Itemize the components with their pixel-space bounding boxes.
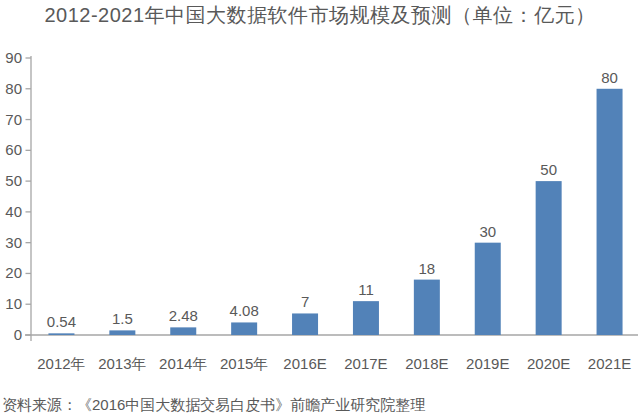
y-tick-label: 50 (5, 172, 22, 189)
bar-2019E (475, 243, 501, 335)
bar-2018E (414, 280, 440, 335)
bar-value-label: 1.5 (112, 310, 133, 327)
x-category-label: 2019E (466, 355, 509, 372)
bar-2020E (536, 181, 562, 335)
x-category-label: 2018E (405, 355, 448, 372)
bar-value-label: 0.54 (47, 313, 76, 330)
y-tick-label: 30 (5, 234, 22, 251)
y-tick-label: 10 (5, 295, 22, 312)
y-tick-label: 80 (5, 80, 22, 97)
x-category-label: 2012年 (37, 355, 85, 372)
bar-value-label: 4.08 (230, 302, 259, 319)
x-category-label: 2014年 (159, 355, 207, 372)
bar-value-label: 7 (301, 293, 309, 310)
bar-2021E (597, 89, 623, 335)
x-category-label: 2021E (588, 355, 631, 372)
bar-value-label: 80 (601, 69, 618, 86)
x-category-label: 2013年 (98, 355, 146, 372)
bar-chart: 0 10 20 30 40 50 60 70 80 90 0.54 2012年 1.5 2013年 2.48… (0, 0, 640, 420)
bar-2016E (292, 313, 318, 335)
bar-2013年 (109, 330, 135, 335)
y-tick-label: 70 (5, 111, 22, 128)
bar-value-label: 11 (358, 281, 374, 298)
source-note: 资料来源：《2016中国大数据交易白皮书》前瞻产业研究院整理 (2, 395, 638, 415)
bar-value-label: 18 (419, 260, 436, 277)
y-tick-label: 60 (5, 141, 22, 158)
bar-value-label: 30 (479, 223, 496, 240)
bar-2017E (353, 301, 379, 335)
y-tick-label: 20 (5, 264, 22, 281)
bar-value-label: 2.48 (169, 307, 198, 324)
chart-canvas: 2012-2021年中国大数据软件市场规模及预测（单位：亿元） 01020304… (0, 0, 640, 420)
y-tick-label: 40 (5, 203, 22, 220)
bar-2012年 (48, 333, 74, 335)
x-category-label: 2020E (527, 355, 570, 372)
x-category-label: 2017E (344, 355, 387, 372)
x-category-label: 2015年 (220, 355, 268, 372)
bar-2014年 (170, 327, 196, 335)
bar-2015年 (231, 322, 257, 335)
y-tick-label: 0 (14, 326, 22, 343)
bar-value-label: 50 (540, 161, 557, 178)
x-category-label: 2016E (283, 355, 326, 372)
y-tick-label: 90 (5, 49, 22, 66)
